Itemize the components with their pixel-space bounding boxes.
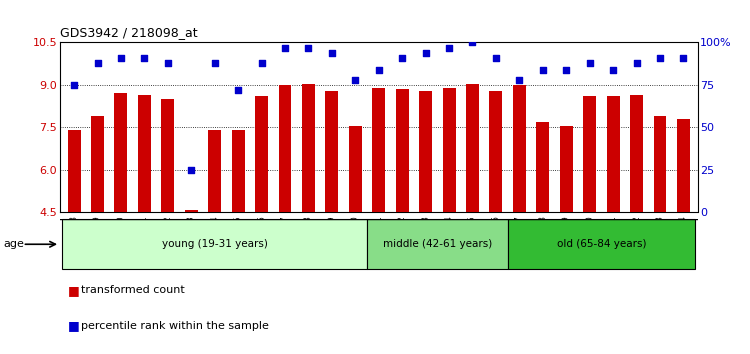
Bar: [560, 126, 573, 212]
Point: [68, 82, 80, 88]
Bar: [442, 88, 455, 212]
Point: [115, 55, 127, 61]
Point: [443, 45, 455, 50]
Text: ■: ■: [68, 284, 80, 297]
Point: [256, 60, 268, 66]
Point: [584, 60, 596, 66]
Bar: [232, 130, 244, 212]
Text: old (65-84 years): old (65-84 years): [556, 239, 646, 249]
Point: [350, 77, 361, 83]
Point: [302, 45, 314, 50]
Bar: [677, 119, 690, 212]
Bar: [255, 96, 268, 212]
Text: middle (42-61 years): middle (42-61 years): [382, 239, 492, 249]
Bar: [490, 91, 502, 212]
Point: [396, 55, 408, 61]
Text: transformed count: transformed count: [81, 285, 184, 295]
Point: [677, 55, 689, 61]
Bar: [607, 96, 619, 212]
Point: [466, 40, 478, 45]
Bar: [536, 122, 549, 212]
Text: GDS3942 / 218098_at: GDS3942 / 218098_at: [60, 26, 198, 39]
Bar: [508, 219, 695, 269]
Point: [537, 67, 549, 73]
Text: young (19-31 years): young (19-31 years): [162, 239, 268, 249]
Bar: [209, 130, 221, 212]
Text: percentile rank within the sample: percentile rank within the sample: [81, 321, 268, 331]
Bar: [91, 116, 104, 212]
Point: [162, 60, 174, 66]
Point: [373, 67, 385, 73]
Bar: [138, 95, 151, 212]
Point: [232, 87, 244, 93]
Bar: [584, 96, 596, 212]
Point: [138, 55, 150, 61]
Bar: [372, 88, 386, 212]
Bar: [302, 84, 315, 212]
Point: [185, 167, 197, 173]
Bar: [396, 89, 409, 212]
Point: [607, 67, 619, 73]
Point: [631, 60, 643, 66]
Bar: [184, 210, 198, 212]
Point: [279, 45, 291, 50]
Point: [490, 55, 502, 61]
Bar: [653, 116, 667, 212]
Bar: [419, 91, 432, 212]
Point: [419, 50, 431, 56]
Point: [326, 50, 338, 56]
Bar: [62, 219, 367, 269]
Point: [209, 60, 220, 66]
Bar: [68, 130, 80, 212]
Bar: [115, 93, 128, 212]
Point: [560, 67, 572, 73]
Point: [92, 60, 104, 66]
Bar: [349, 126, 361, 212]
Bar: [513, 85, 526, 212]
Bar: [466, 84, 479, 212]
Bar: [630, 95, 643, 212]
Bar: [161, 99, 174, 212]
Bar: [278, 85, 292, 212]
Bar: [367, 219, 508, 269]
Text: ■: ■: [68, 319, 80, 332]
Point: [513, 77, 525, 83]
Point: [654, 55, 666, 61]
Bar: [326, 91, 338, 212]
Text: age: age: [4, 239, 25, 249]
